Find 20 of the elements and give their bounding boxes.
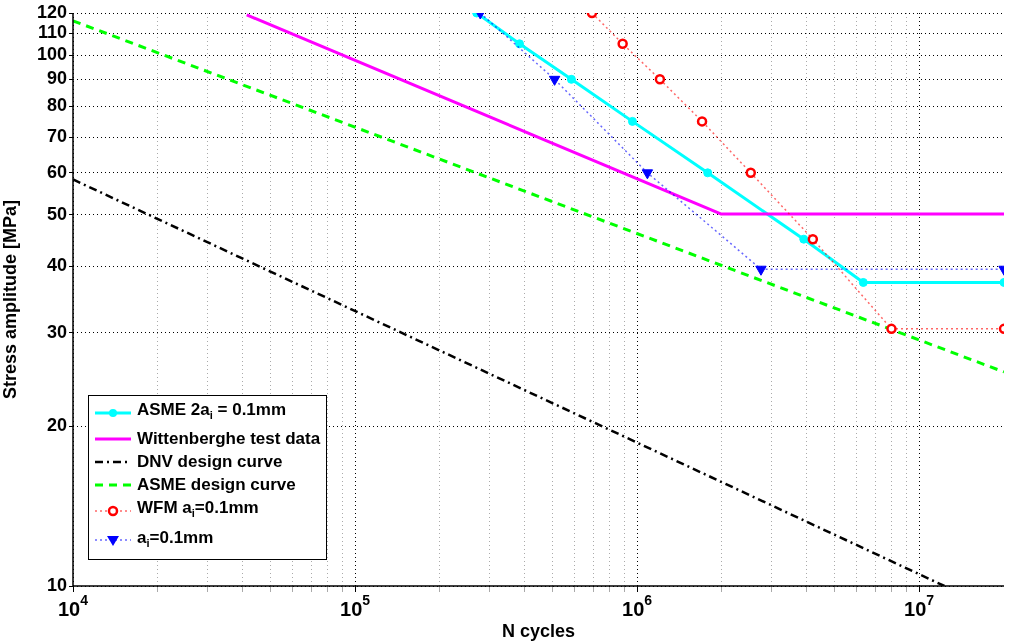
y-tick-label: 30: [46, 321, 67, 342]
y-tick-label: 60: [46, 161, 67, 182]
y-tick-label: 50: [46, 203, 67, 224]
x-axis-title: N cycles: [501, 621, 576, 642]
y-tick-label: 20: [46, 415, 67, 436]
y-tick-label: 10: [46, 574, 67, 595]
legend-label: DNV design curve: [137, 451, 283, 474]
y-tick-label: 120: [36, 1, 67, 22]
y-tick-label: 90: [46, 68, 67, 89]
y-axis-title: Stress amplitude [MPa]: [0, 199, 20, 400]
y-tick-label: 80: [46, 95, 67, 116]
y-tick-label: 100: [36, 44, 67, 65]
legend-label: a$_{i}$=0.1mm: [137, 526, 214, 552]
y-tick-label: 40: [46, 255, 67, 276]
legend-label: ASME design curve: [137, 474, 296, 497]
y-tick-label: 110: [37, 22, 67, 43]
legend-label: Wittenberghe test data: [137, 428, 321, 451]
y-tick-label: 70: [46, 126, 67, 147]
legend-label: ASME 2a$_{i}$ = 0.1mm: [137, 399, 287, 424]
legend-label: WFM a$_{i}$=0.1mm: [137, 497, 259, 522]
